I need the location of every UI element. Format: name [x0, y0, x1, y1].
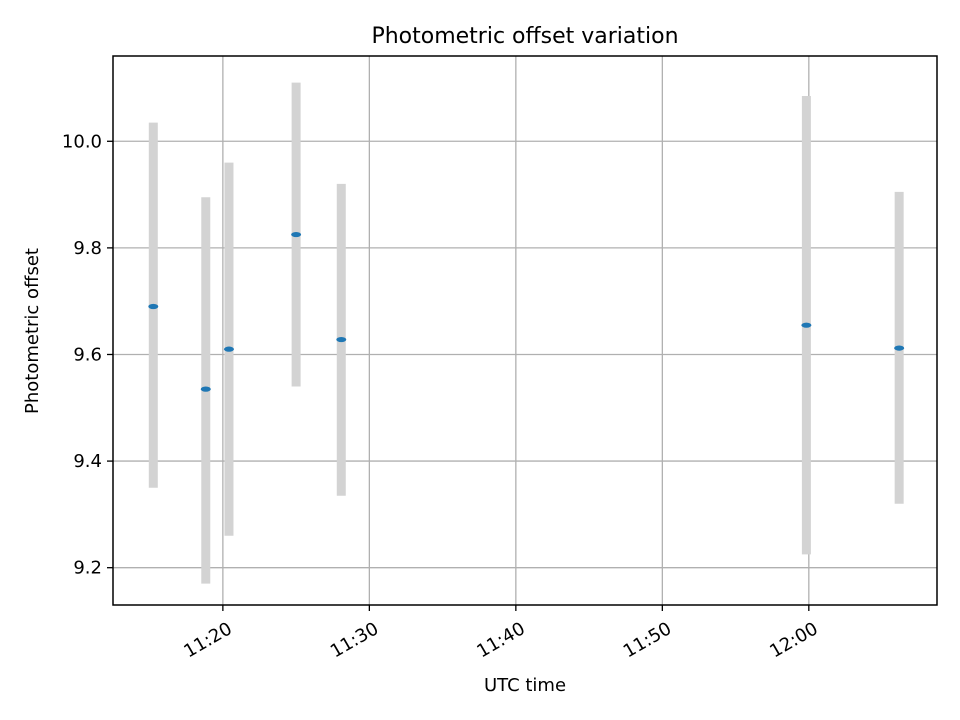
data-point [148, 303, 159, 310]
x-tick-label: 11:40 [473, 618, 528, 662]
y-tick-label: 9.2 [73, 558, 102, 579]
x-axis-label: UTC time [484, 675, 566, 696]
grid-lines [113, 56, 937, 605]
data-point [200, 386, 211, 392]
x-tick-label: 11:30 [327, 618, 382, 662]
y-tick-label: 9.6 [73, 344, 102, 365]
y-tick-label: 9.4 [73, 451, 102, 472]
data-point [336, 336, 347, 343]
error-bars [148, 82, 904, 584]
x-tick-label: 11:50 [620, 618, 675, 662]
y-axis-label: Photometric offset [22, 248, 43, 414]
data-point [801, 322, 812, 328]
y-axis-ticks: 9.2 9.4 9.6 9.8 10.0 [62, 131, 113, 579]
y-tick-label: 10.0 [62, 131, 102, 152]
x-tick-label: 11:20 [180, 618, 235, 662]
x-axis-ticks: 11:20 11:30 11:40 11:50 12:00 [180, 605, 822, 662]
y-tick-label: 9.8 [73, 238, 102, 259]
data-point [291, 231, 302, 238]
chart-title: Photometric offset variation [371, 24, 678, 49]
plot-frame [112, 55, 938, 606]
x-tick-label: 12:00 [766, 618, 821, 662]
data-point [894, 345, 905, 351]
data-point [223, 346, 234, 352]
data-points [148, 231, 905, 392]
